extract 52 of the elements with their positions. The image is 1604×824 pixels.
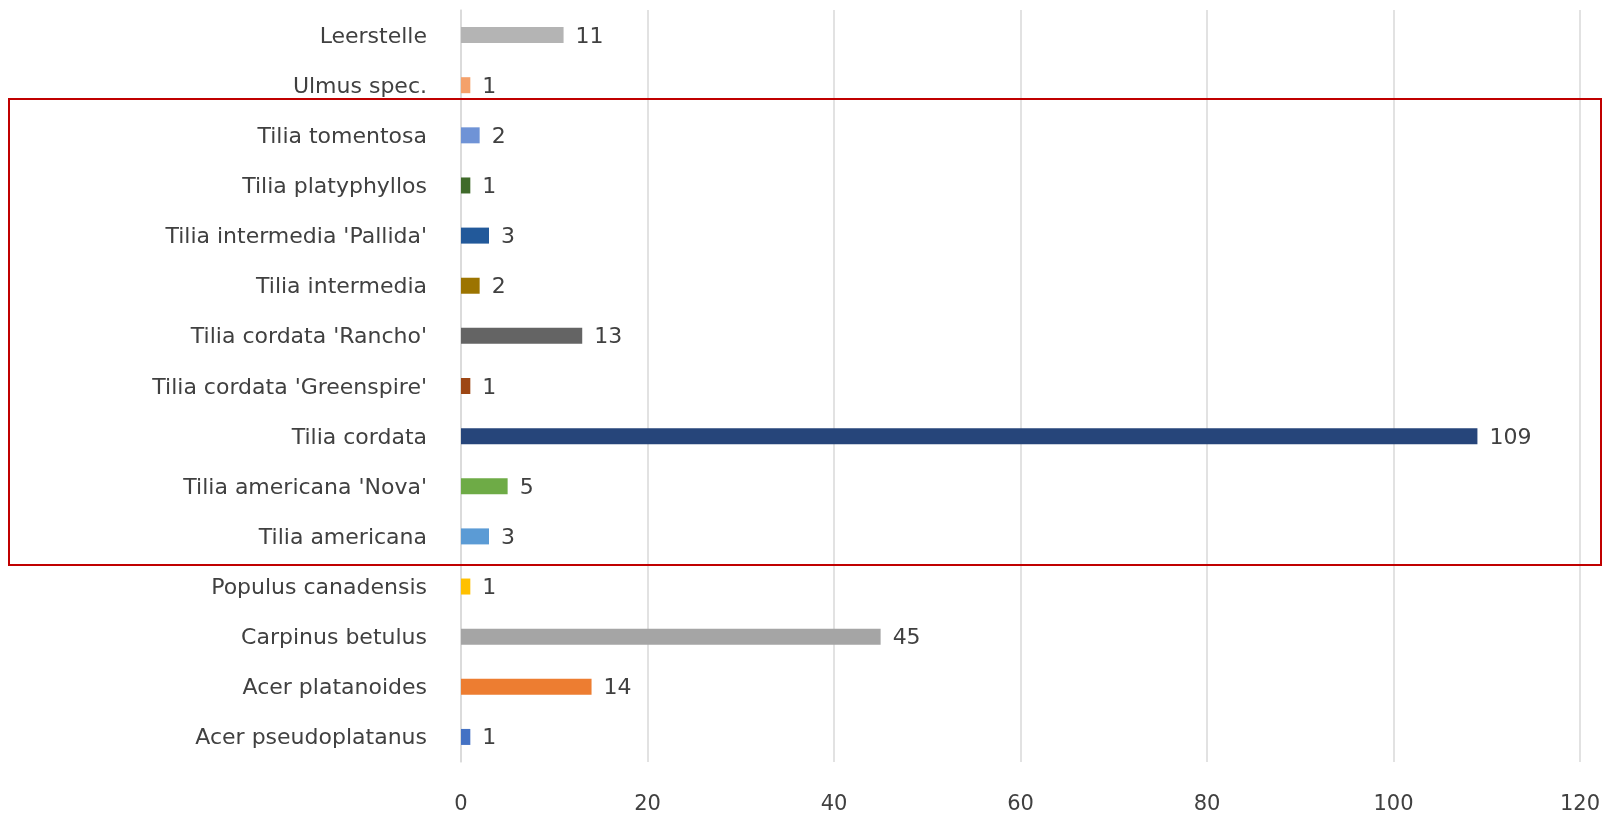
bar — [461, 227, 489, 244]
bar — [461, 378, 471, 394]
x-tick-label: 80 — [1193, 790, 1221, 815]
data-label: 13 — [594, 323, 623, 349]
y-tick-label: Acer platanoides — [242, 674, 427, 700]
y-tick-label: Tilia cordata — [290, 423, 427, 449]
data-label: 1 — [482, 72, 497, 98]
data-label: 3 — [500, 523, 515, 549]
y-tick-label: Populus canadensis — [211, 574, 427, 600]
y-tick-label: Tilia americana 'Nova' — [182, 473, 427, 499]
bar — [461, 428, 1478, 445]
data-label: 45 — [892, 624, 921, 650]
data-label: 109 — [1489, 423, 1532, 449]
bar — [461, 127, 480, 144]
bar — [461, 478, 508, 495]
x-tick-label: 100 — [1373, 790, 1414, 815]
bar — [461, 27, 564, 44]
bar — [461, 327, 583, 344]
data-label: 1 — [482, 373, 497, 399]
bar — [461, 628, 881, 645]
y-tick-label: Tilia cordata 'Greenspire' — [151, 373, 427, 399]
data-label: 3 — [500, 223, 515, 249]
data-label: 14 — [603, 674, 632, 700]
data-label: 2 — [491, 122, 506, 148]
y-tick-label: Tilia platyphyllos — [241, 172, 427, 198]
data-label: 11 — [575, 22, 604, 48]
bar — [461, 528, 489, 545]
bar — [461, 578, 471, 595]
y-tick-label: Tilia intermedia — [255, 273, 427, 299]
y-tick-label: Tilia intermedia 'Pallida' — [164, 223, 427, 249]
bar — [461, 728, 471, 745]
y-tick-label: Carpinus betulus — [241, 624, 427, 650]
data-label: 5 — [519, 473, 534, 499]
x-tick-label: 120 — [1559, 790, 1601, 815]
y-tick-label: Tilia cordata 'Rancho' — [189, 323, 427, 349]
x-tick-label: 40 — [820, 790, 848, 815]
y-tick-label: Tilia tomentosa — [256, 122, 427, 148]
x-tick-label: 0 — [454, 790, 468, 815]
bar — [461, 678, 592, 695]
data-label: 1 — [482, 574, 497, 600]
y-tick-label: Acer pseudoplatanus — [195, 724, 427, 750]
bar — [461, 77, 471, 94]
y-tick-label: Ulmus spec. — [292, 72, 427, 98]
y-tick-label: Tilia americana — [257, 523, 427, 549]
data-label: 1 — [482, 724, 497, 750]
x-tick-label: 20 — [634, 790, 661, 815]
bar — [461, 277, 480, 294]
data-label: 1 — [482, 172, 497, 198]
bar — [461, 177, 471, 194]
data-label: 2 — [491, 273, 506, 299]
x-tick-label: 60 — [1007, 790, 1034, 815]
y-tick-label: Leerstelle — [319, 22, 427, 48]
